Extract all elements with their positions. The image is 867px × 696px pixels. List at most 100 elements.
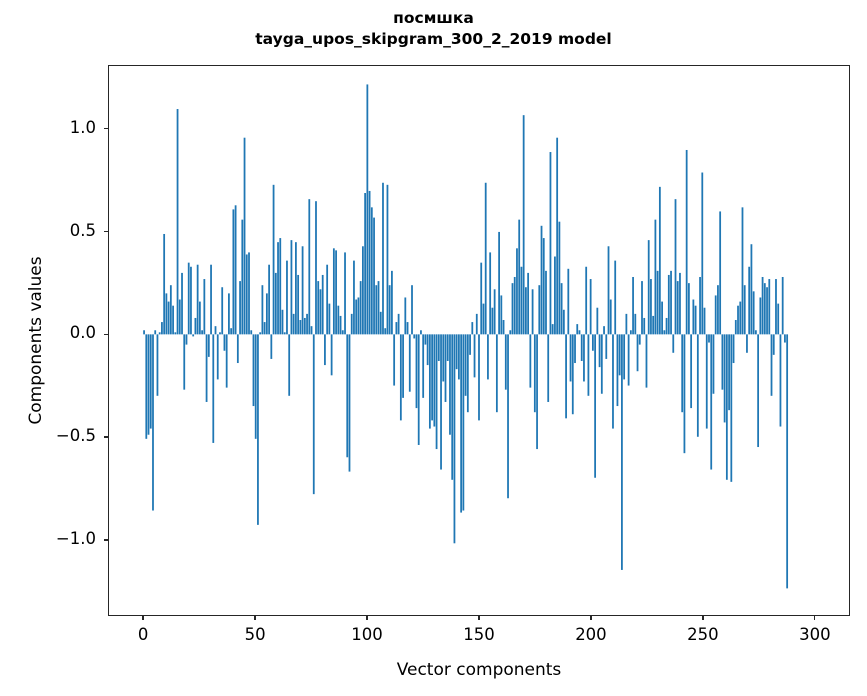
bar [279,238,282,335]
bar [545,270,547,335]
bar [223,334,226,351]
bar [574,334,576,364]
bar [161,322,163,335]
bar [250,330,253,335]
bar [674,199,677,335]
bar [384,328,387,335]
bar [616,334,619,407]
bar [536,334,538,450]
bar [629,330,632,335]
bar [221,287,224,335]
bar [397,313,400,335]
x-tick-mark [254,616,256,621]
bar [542,238,545,335]
bar [665,317,668,335]
bar [190,266,192,335]
bar [609,299,612,335]
bar [437,334,440,361]
bar [589,279,592,335]
bar [779,334,782,427]
bar [518,219,521,335]
bar [263,322,266,335]
bar [225,334,228,388]
bar [594,334,597,478]
bar [623,334,626,380]
bar [455,334,458,370]
bar [172,305,174,335]
bar [603,326,605,335]
x-tick-mark [478,616,480,621]
x-tick-label: 150 [463,625,495,644]
bar [353,260,355,335]
bar [471,322,474,335]
bar [317,281,320,335]
chart-title: посмшка tayga_upos_skipgram_300_2_2019 m… [0,8,867,50]
bar [714,295,717,335]
bar [681,334,684,413]
bar [158,332,161,335]
bar [690,334,693,409]
x-tick-label: 100 [351,625,383,644]
bar [705,334,708,429]
bar [252,334,255,407]
bar [578,330,581,335]
bar [442,334,445,382]
bar [652,315,655,335]
bar [310,326,313,335]
bar [143,330,145,335]
bar [451,334,454,480]
bar [281,309,284,335]
bar [181,272,183,335]
bar [230,328,233,335]
bar [591,334,594,351]
bar [435,334,438,450]
bar [402,334,404,398]
bar [632,276,634,335]
bar [560,283,563,335]
bar [321,274,324,335]
bar [580,334,583,361]
bar [192,334,195,337]
bar [328,303,331,335]
bar [428,334,431,429]
bar [529,334,532,388]
bar [210,264,212,335]
bar [395,322,398,335]
bar [500,295,503,335]
bar [761,276,764,335]
bar [763,283,766,335]
bar [399,334,402,421]
bar [228,293,230,335]
bar [786,334,789,589]
bar [734,320,737,335]
bar [482,303,485,335]
bar [699,276,701,335]
bar [743,285,746,335]
bar [337,305,340,335]
bar [757,334,760,448]
bar [332,248,335,335]
bar [670,270,672,335]
bar [205,334,208,402]
bar [556,137,559,335]
bar [721,334,724,390]
bar [187,262,190,335]
bar [507,334,509,499]
y-tick-label: 0.5 [69,220,96,240]
bar [254,334,257,439]
chart-title-line-2: tayga_upos_skipgram_300_2_2019 model [255,30,612,48]
bar [183,334,186,390]
bar [511,283,514,335]
bar [232,209,235,335]
bar [239,281,241,335]
bar [688,283,690,335]
bar [377,281,380,335]
bar [634,313,637,335]
bar [216,334,219,380]
bar [147,334,150,435]
bar [422,334,425,398]
bar [754,330,757,335]
bar [661,301,663,335]
y-tick-mark [103,230,108,233]
bar [759,297,762,335]
